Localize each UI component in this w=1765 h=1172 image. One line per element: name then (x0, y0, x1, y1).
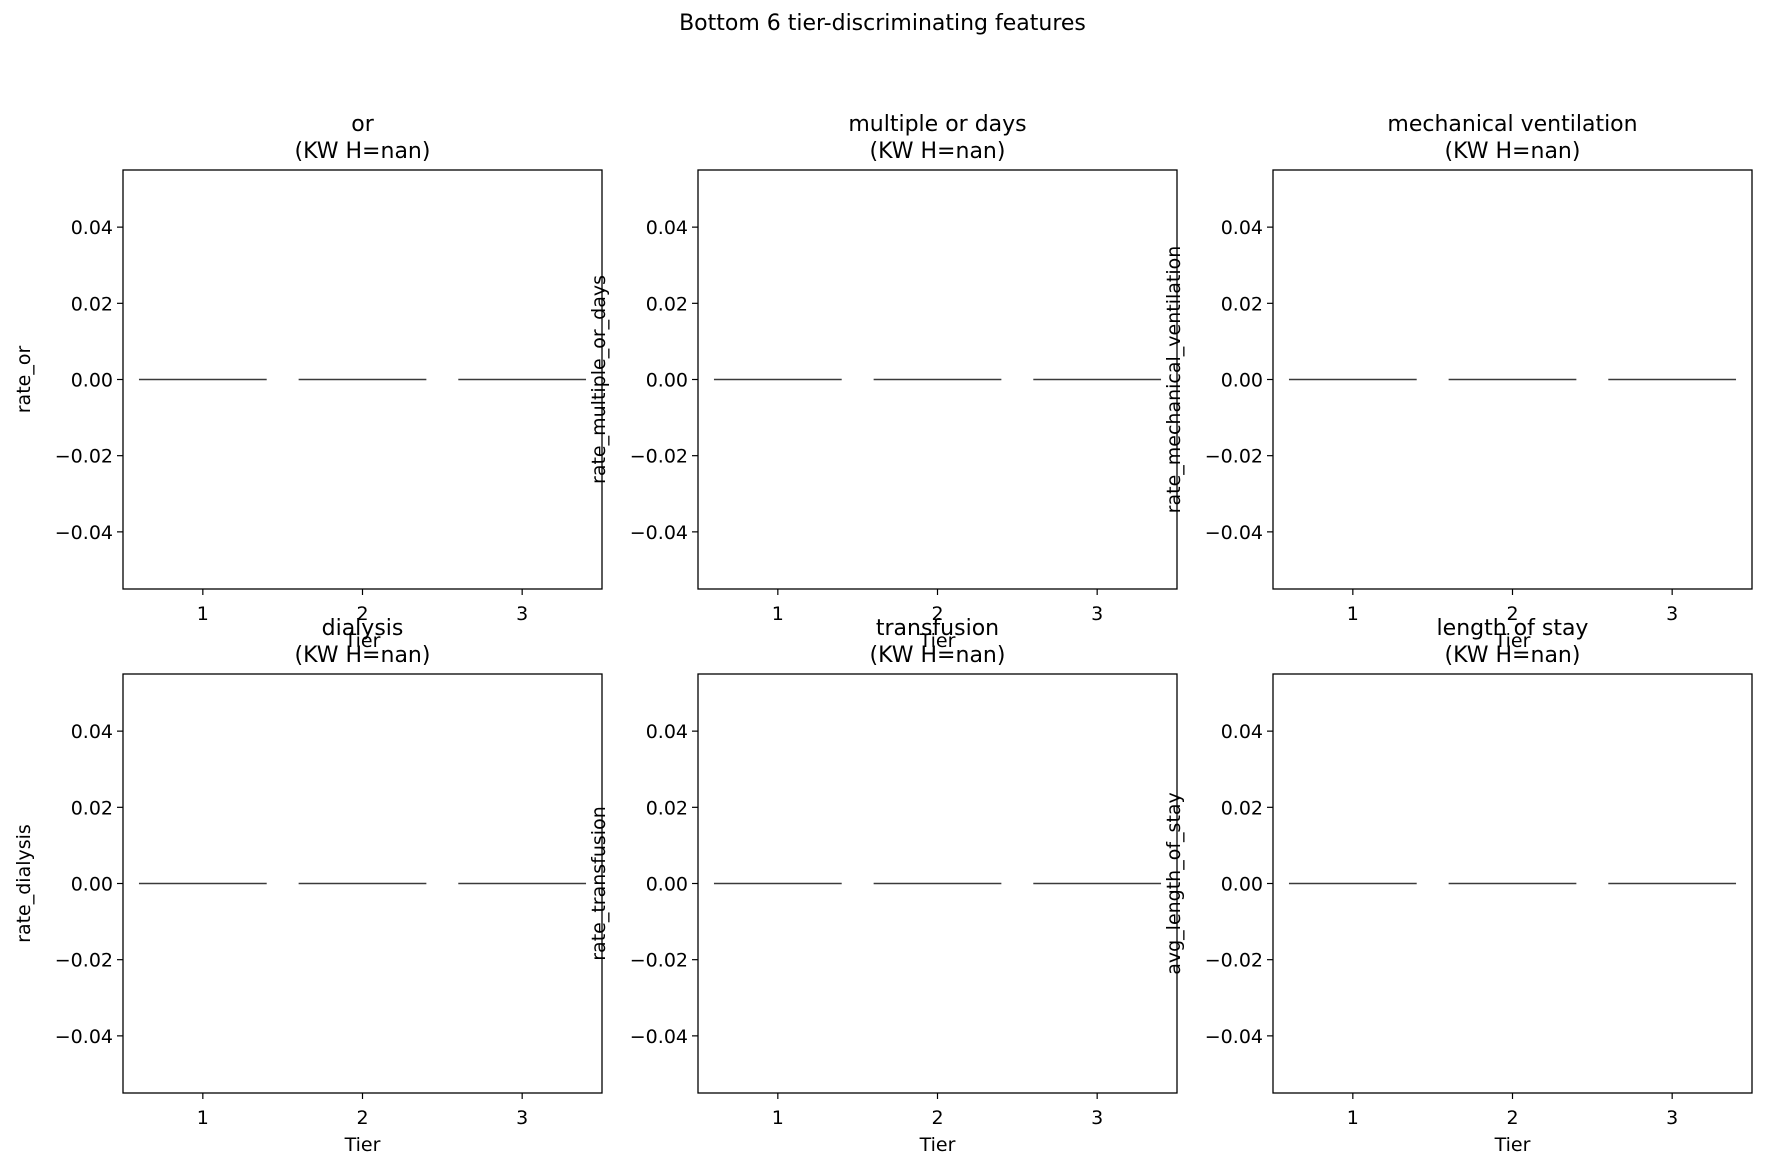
x-tick-label: 3 (516, 603, 528, 625)
y-tick-label: −0.02 (1205, 950, 1263, 972)
x-tick-label: 1 (197, 1107, 209, 1129)
x-axis-label: Tier (1494, 1134, 1531, 1156)
y-axis-label: rate_mechanical_ventilation (1163, 246, 1185, 514)
subplot-title: multiple or days (848, 112, 1026, 137)
y-tick-label: 0.04 (646, 721, 688, 743)
y-tick-label: 0.04 (71, 721, 113, 743)
y-tick-label: 0.04 (71, 217, 113, 239)
x-tick-label: 3 (1091, 1107, 1103, 1129)
x-tick-label: 2 (356, 1107, 368, 1129)
y-tick-label: −0.02 (55, 446, 113, 468)
subplot-subtitle: (KW H=nan) (1445, 139, 1581, 164)
y-tick-label: 0.02 (71, 293, 113, 315)
x-tick-label: 1 (1347, 1107, 1359, 1129)
y-tick-label: 0.00 (1221, 370, 1263, 392)
x-tick-label: 3 (516, 1107, 528, 1129)
subplot-title: transfusion (876, 616, 999, 641)
y-axis-label: rate_or (13, 346, 35, 414)
y-tick-label: −0.02 (55, 950, 113, 972)
y-tick-label: −0.04 (630, 1026, 688, 1048)
y-tick-label: −0.04 (55, 522, 113, 544)
y-axis-label: rate_multiple_or_days (588, 275, 610, 484)
x-tick-label: 2 (931, 1107, 943, 1129)
y-tick-label: 0.02 (71, 797, 113, 819)
y-tick-label: 0.00 (71, 874, 113, 896)
y-tick-label: 0.02 (1221, 797, 1263, 819)
subplot-4: dialysis(KW H=nan) 0.04 0.02 0.00 −0.02 −0.04… (13, 616, 603, 1156)
y-tick-label: 0.00 (1221, 874, 1263, 896)
subplot-title: length of stay (1437, 616, 1589, 641)
x-tick-label: 2 (931, 603, 943, 625)
x-axis-label: Tier (1494, 630, 1531, 652)
subplot-6: length of stay(KW H=nan) 0.04 0.02 0.00 −0.0… (1163, 616, 1753, 1156)
x-tick-label: 3 (1666, 1107, 1678, 1129)
x-tick-label: 1 (197, 603, 209, 625)
subplot-title: or (351, 112, 374, 137)
x-tick-label: 1 (772, 1107, 784, 1129)
subplot-subtitle: (KW H=nan) (870, 139, 1006, 164)
y-tick-label: 0.02 (646, 293, 688, 315)
figure-suptitle: Bottom 6 tier-discriminating features (679, 11, 1086, 36)
x-axis-label: Tier (919, 630, 956, 652)
x-axis-label: Tier (344, 1134, 381, 1156)
subplot-subtitle: (KW H=nan) (295, 643, 431, 668)
y-axis-label: avg_length_of_stay (1163, 792, 1185, 975)
x-axis-label: Tier (344, 630, 381, 652)
subplot-title: mechanical ventilation (1387, 112, 1637, 137)
y-tick-label: −0.04 (55, 1026, 113, 1048)
y-tick-label: 0.02 (646, 797, 688, 819)
y-axis-label: rate_dialysis (13, 824, 35, 943)
y-axis-label: rate_transfusion (588, 806, 610, 961)
x-tick-label: 3 (1666, 603, 1678, 625)
subplot-title: dialysis (322, 616, 404, 641)
subplot-5: transfusion(KW H=nan) 0.04 0.02 0.00 −0.02 −0… (588, 616, 1178, 1156)
x-tick-label: 2 (1506, 603, 1518, 625)
y-tick-label: −0.02 (630, 950, 688, 972)
y-tick-label: −0.02 (1205, 446, 1263, 468)
x-tick-label: 2 (356, 603, 368, 625)
x-tick-label: 3 (1091, 603, 1103, 625)
y-tick-label: −0.04 (630, 522, 688, 544)
subplot-subtitle: (KW H=nan) (1445, 643, 1581, 668)
y-tick-label: −0.04 (1205, 1026, 1263, 1048)
x-axis-label: Tier (919, 1134, 956, 1156)
y-tick-label: −0.04 (1205, 522, 1263, 544)
y-tick-label: 0.04 (646, 217, 688, 239)
subplot-3: mechanical ventilation(KW H=nan) 0.04 0.02… (1163, 112, 1753, 652)
x-tick-label: 1 (772, 603, 784, 625)
y-tick-label: 0.04 (1221, 721, 1263, 743)
y-tick-label: −0.02 (630, 446, 688, 468)
subplot-1: or(KW H=nan) 0.04 0.02 0.00 −0.02 −0.04 1 2 3 Tie… (13, 112, 603, 652)
y-tick-label: 0.00 (646, 874, 688, 896)
y-tick-label: 0.00 (71, 370, 113, 392)
y-tick-label: 0.02 (1221, 293, 1263, 315)
subplot-2: multiple or days(KW H=nan) 0.04 0.02 0.00 −0… (588, 112, 1178, 652)
x-tick-label: 2 (1506, 1107, 1518, 1129)
x-tick-label: 1 (1347, 603, 1359, 625)
subplot-subtitle: (KW H=nan) (870, 643, 1006, 668)
y-tick-label: 0.04 (1221, 217, 1263, 239)
subplot-subtitle: (KW H=nan) (295, 139, 431, 164)
y-tick-label: 0.00 (646, 370, 688, 392)
